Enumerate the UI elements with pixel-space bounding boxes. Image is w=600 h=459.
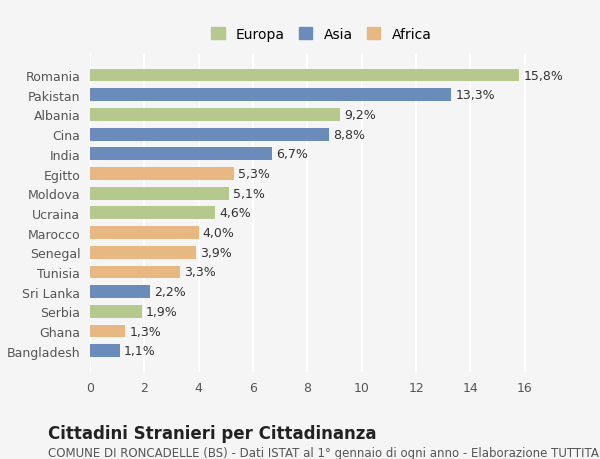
Text: 15,8%: 15,8% bbox=[523, 69, 563, 82]
Bar bbox=[90, 89, 451, 102]
Text: COMUNE DI RONCADELLE (BS) - Dati ISTAT al 1° gennaio di ogni anno - Elaborazione: COMUNE DI RONCADELLE (BS) - Dati ISTAT a… bbox=[48, 446, 600, 459]
Legend: Europa, Asia, Africa: Europa, Asia, Africa bbox=[203, 21, 439, 49]
Bar bbox=[90, 325, 125, 338]
Bar bbox=[90, 109, 340, 122]
Text: 3,9%: 3,9% bbox=[200, 246, 232, 259]
Bar bbox=[90, 187, 229, 200]
Bar bbox=[90, 266, 179, 279]
Bar bbox=[90, 227, 199, 240]
Bar bbox=[90, 168, 234, 180]
Text: 4,6%: 4,6% bbox=[219, 207, 251, 220]
Bar bbox=[90, 285, 150, 298]
Bar bbox=[90, 246, 196, 259]
Text: 5,3%: 5,3% bbox=[238, 168, 270, 180]
Text: 9,2%: 9,2% bbox=[344, 109, 376, 122]
Bar bbox=[90, 345, 120, 358]
Text: 13,3%: 13,3% bbox=[455, 89, 495, 102]
Text: 1,9%: 1,9% bbox=[146, 305, 178, 318]
Text: Cittadini Stranieri per Cittadinanza: Cittadini Stranieri per Cittadinanza bbox=[48, 425, 377, 442]
Bar bbox=[90, 69, 520, 82]
Text: 2,2%: 2,2% bbox=[154, 285, 185, 298]
Text: 4,0%: 4,0% bbox=[203, 227, 235, 240]
Text: 1,3%: 1,3% bbox=[130, 325, 161, 338]
Text: 6,7%: 6,7% bbox=[276, 148, 308, 161]
Text: 5,1%: 5,1% bbox=[233, 187, 265, 200]
Text: 8,8%: 8,8% bbox=[333, 129, 365, 141]
Text: 3,3%: 3,3% bbox=[184, 266, 215, 279]
Bar bbox=[90, 148, 272, 161]
Text: 1,1%: 1,1% bbox=[124, 345, 156, 358]
Bar bbox=[90, 305, 142, 318]
Bar bbox=[90, 207, 215, 220]
Bar bbox=[90, 129, 329, 141]
